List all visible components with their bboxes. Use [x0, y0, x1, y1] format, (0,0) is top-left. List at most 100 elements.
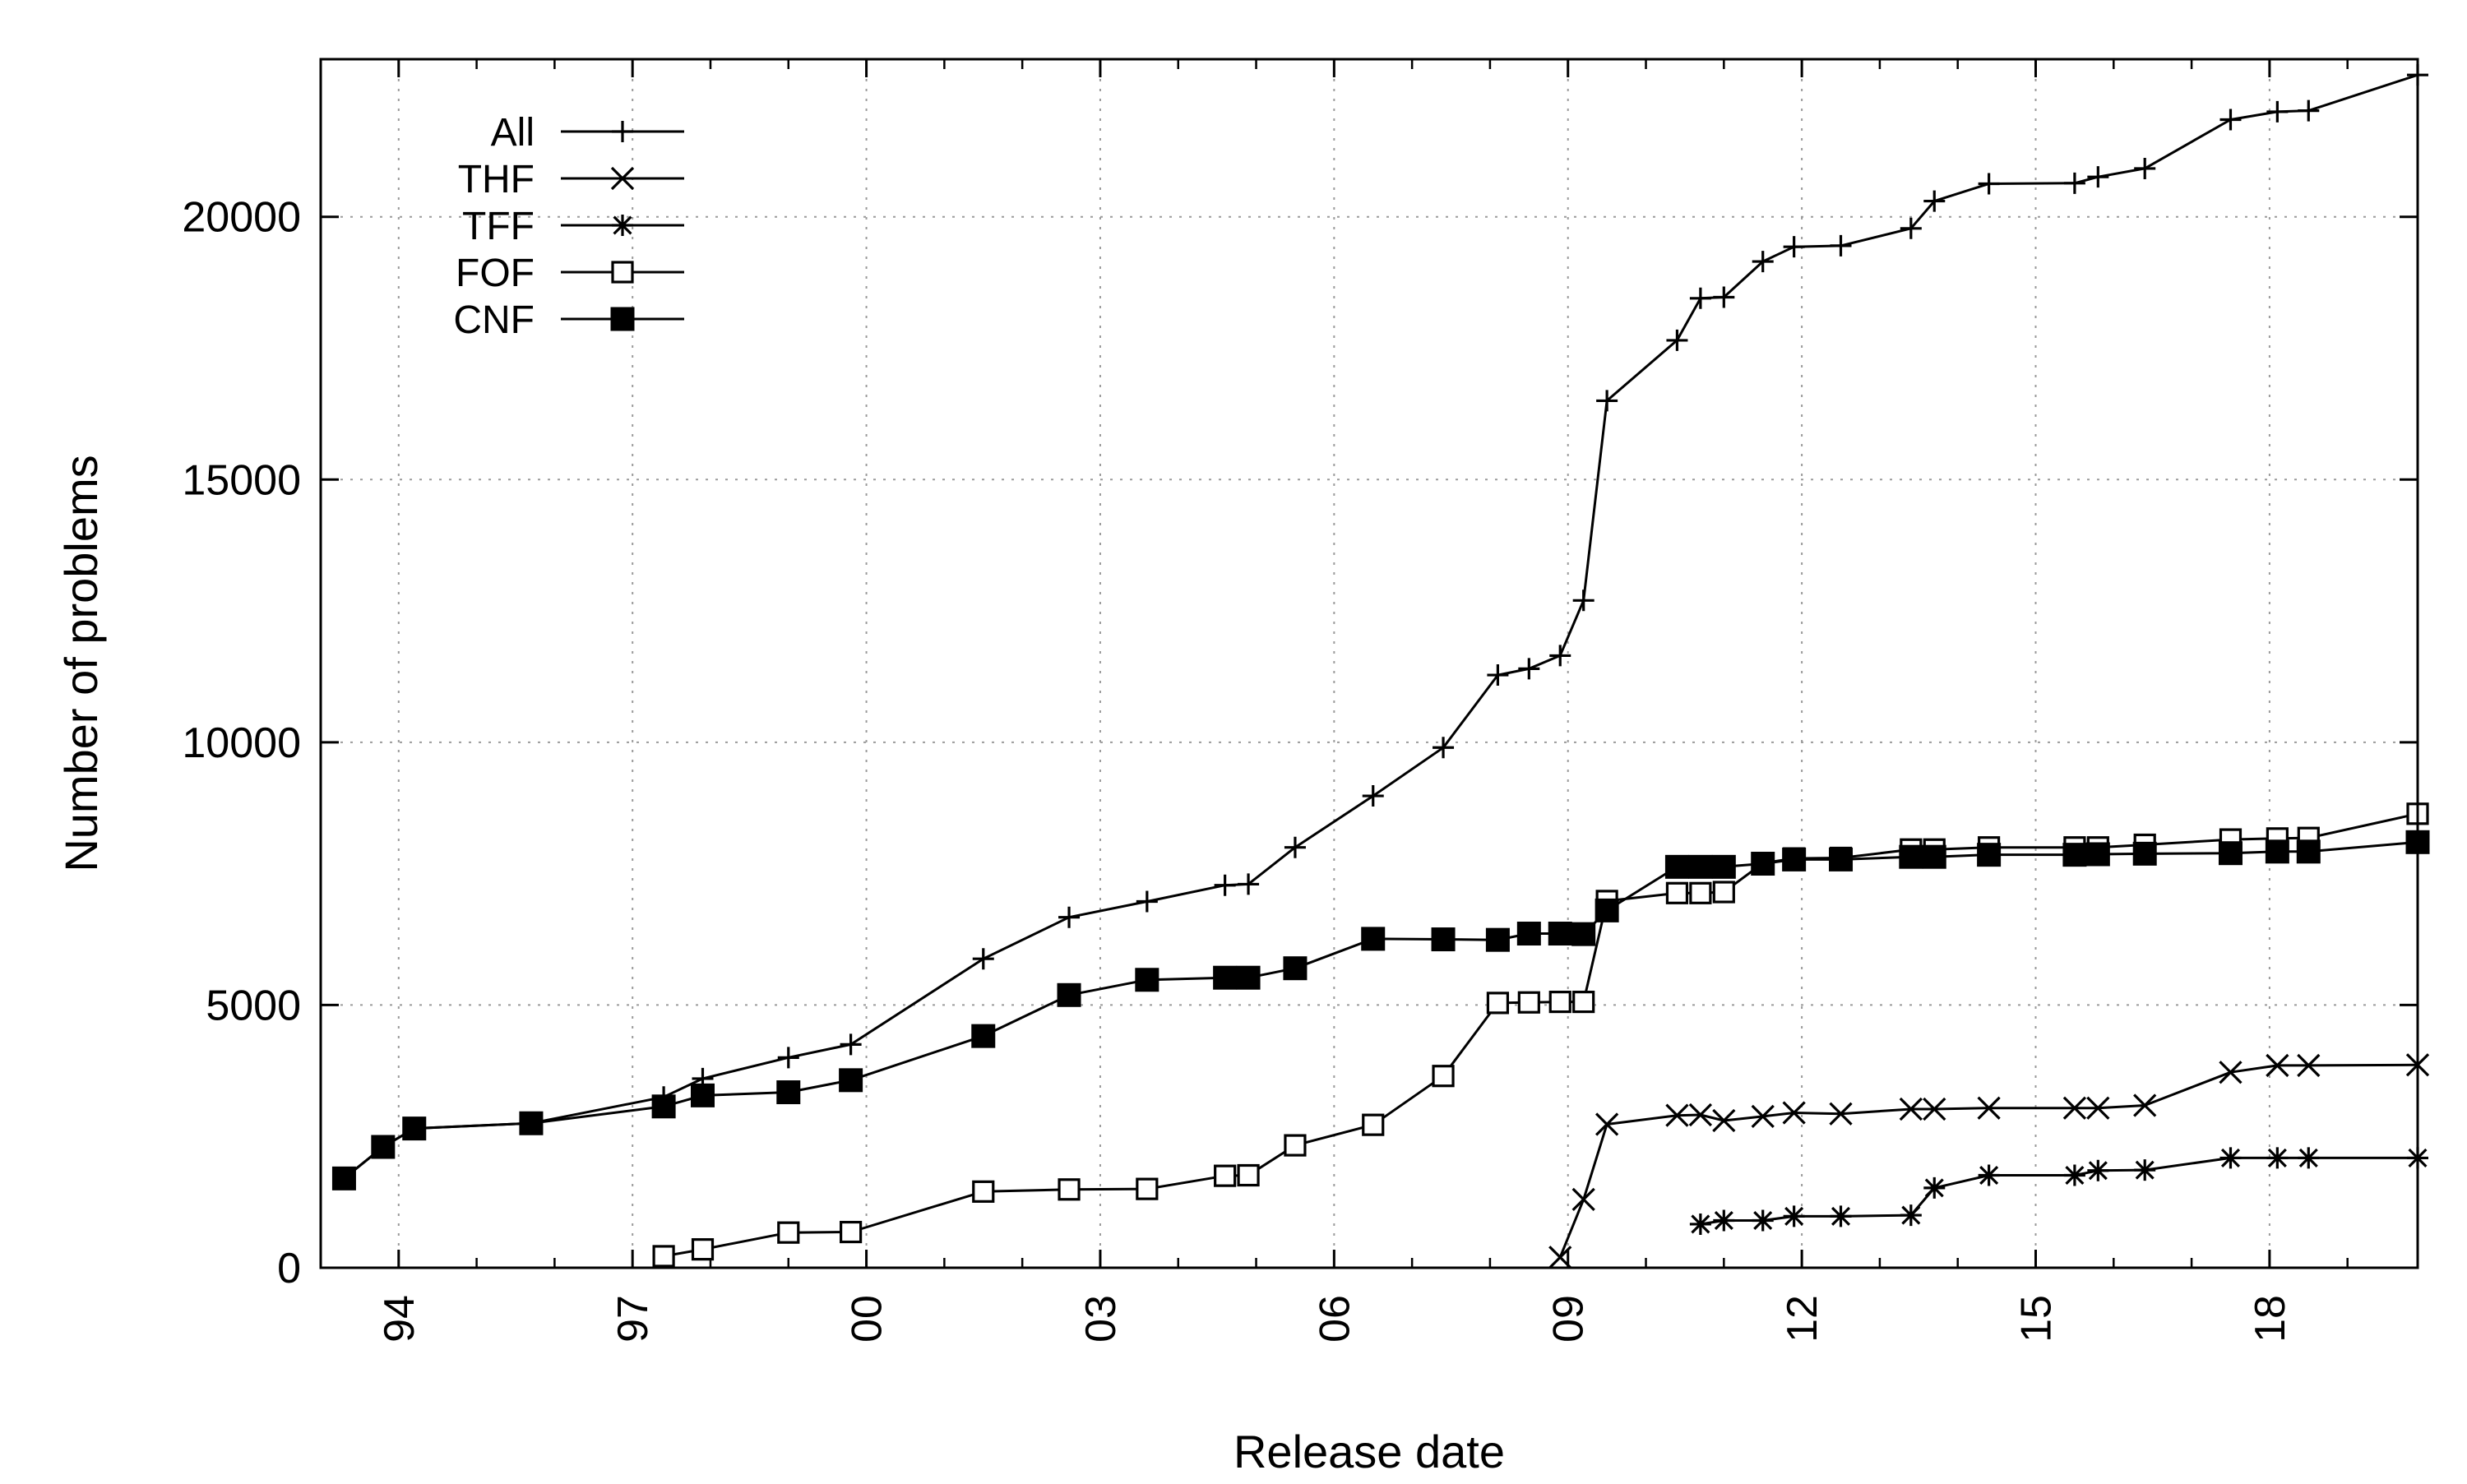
data-point-cnf [1977, 843, 2002, 867]
data-point-fof [652, 1245, 675, 1268]
data-point-thf [1977, 1096, 2001, 1120]
data-point-cnf [1782, 847, 1807, 871]
data-point-fof [1572, 990, 1595, 1014]
data-point-tff [2063, 1164, 2085, 1186]
x-tick-label: 15 [2013, 1295, 2061, 1343]
data-point-fof [1284, 1134, 1307, 1157]
series-cnf [331, 830, 2430, 1190]
y-tick-label: 10000 [182, 719, 301, 767]
data-point-all [1830, 234, 1852, 257]
data-point-cnf [1361, 927, 1386, 951]
data-point-all [1433, 737, 1455, 759]
data-point-all [1752, 251, 1774, 273]
data-point-fof [1362, 1113, 1385, 1136]
data-point-cnf [1922, 844, 1946, 869]
data-point-thf [2062, 1096, 2087, 1120]
data-point-all [2063, 172, 2085, 194]
series-tff [1689, 1147, 2428, 1235]
x-tick-label: 97 [609, 1295, 657, 1343]
legend-marker-fof [611, 261, 634, 284]
data-point-thf [1548, 1246, 1572, 1269]
grid-lines [321, 59, 2418, 1268]
x-tick-label: 00 [844, 1295, 891, 1343]
plot-frame [319, 58, 2419, 1269]
data-point-fof [972, 1180, 995, 1203]
legend-marker-tff [612, 215, 633, 236]
data-point-cnf [776, 1080, 801, 1105]
data-point-tff [1900, 1204, 1922, 1227]
x-tick-label: 09 [1545, 1295, 1593, 1343]
legend-label-fof: FOF [456, 252, 535, 295]
data-point-tff [2134, 1159, 2156, 1181]
data-point-thf [1665, 1103, 1689, 1127]
data-point-cnf [690, 1083, 715, 1107]
data-point-cnf [1664, 854, 1689, 879]
data-point-cnf [1431, 927, 1456, 952]
data-point-all [1487, 664, 1509, 687]
legend-marker-thf [610, 166, 635, 191]
data-point-fof [1486, 992, 1510, 1015]
data-point-all [2219, 109, 2242, 131]
data-point-cnf [2296, 839, 2321, 864]
data-point-cnf [331, 1166, 356, 1190]
x-tick-label: 12 [1779, 1295, 1826, 1343]
data-point-all [1923, 190, 1946, 212]
data-point-tff [1978, 1164, 2000, 1186]
data-point-all [1596, 390, 1618, 412]
data-point-cnf [402, 1116, 427, 1141]
data-point-cnf [1236, 965, 1261, 990]
data-point-cnf [519, 1111, 544, 1135]
data-point-all [1238, 873, 1260, 895]
y-axis-title: Number of problems [55, 455, 107, 871]
data-point-all [1518, 658, 1540, 680]
data-point-fof [777, 1221, 800, 1244]
data-point-all [2087, 166, 2109, 188]
data-point-thf [2219, 1061, 2243, 1084]
legend-label-all: All [491, 111, 535, 155]
data-point-fof [1214, 1164, 1237, 1187]
data-point-cnf [1057, 982, 1081, 1007]
data-point-cnf [1548, 922, 1572, 946]
x-tick-label: 94 [376, 1295, 424, 1343]
data-point-fof [691, 1238, 715, 1261]
data-point-thf [1571, 1187, 1595, 1212]
data-point-cnf [2218, 841, 2243, 866]
data-point-cnf [1571, 922, 1596, 946]
data-point-cnf [1688, 854, 1713, 879]
data-point-cnf [1283, 956, 1308, 981]
data-point-tff [1689, 1213, 1711, 1235]
data-point-fof [1517, 991, 1540, 1014]
data-point-tff [2298, 1147, 2320, 1169]
legend-label-tff: TFF [462, 205, 535, 248]
axis-ticks: 94 97 00 03 06 09 12 15 18 0 5000 10000 15000 20000 [182, 59, 2418, 1343]
data-point-cnf [1751, 852, 1775, 876]
data-point-all [1136, 890, 1158, 913]
data-point-thf [1595, 1112, 1619, 1136]
series-thf [1548, 1053, 2430, 1269]
data-point-all [1978, 173, 2000, 195]
data-point-thf [1782, 1101, 1806, 1125]
data-point-thf [2297, 1053, 2321, 1078]
data-point-fof [1237, 1163, 1260, 1187]
x-axis-title: Release date [1234, 1426, 1505, 1477]
y-tick-label: 5000 [206, 982, 301, 1029]
data-point-thf [1688, 1103, 1713, 1127]
data-point-cnf [1516, 922, 1541, 946]
legend-label-cnf: CNF [453, 298, 535, 342]
data-point-thf [1751, 1104, 1775, 1129]
data-point-cnf [651, 1094, 676, 1119]
data-point-fof [1548, 990, 1571, 1014]
data-point-cnf [1899, 844, 1923, 869]
data-point-all [972, 948, 994, 970]
data-point-cnf [1829, 847, 1854, 871]
data-point-thf [2133, 1093, 2157, 1117]
data-point-cnf [1213, 965, 1238, 990]
legend-marker-cnf [610, 307, 635, 331]
data-point-all [1689, 287, 1711, 309]
data-point-tff [1830, 1205, 1852, 1227]
data-point-all [2298, 99, 2320, 122]
data-point-tff [1713, 1209, 1735, 1232]
